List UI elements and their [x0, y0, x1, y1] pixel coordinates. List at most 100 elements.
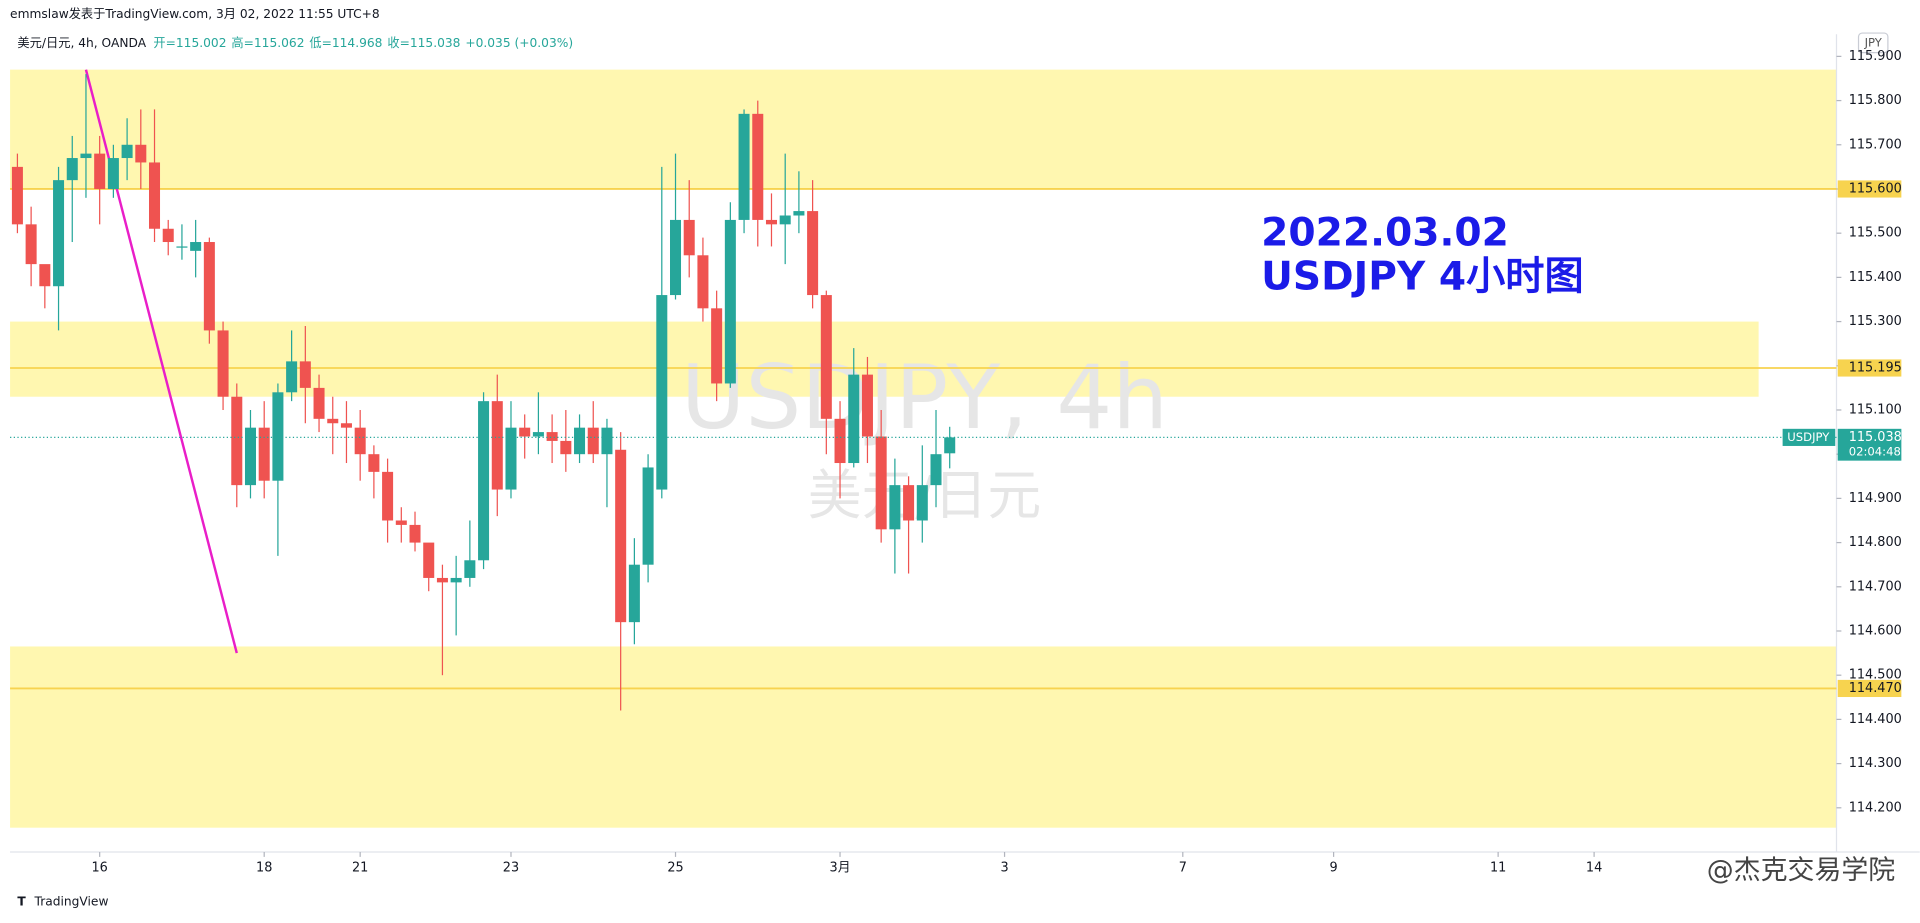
- candle-body: [560, 440, 572, 455]
- candle-body: [395, 520, 407, 525]
- candle-body: [313, 387, 325, 419]
- candle-body: [53, 180, 65, 287]
- candle-body: [711, 308, 723, 384]
- ohlc: 收=115.038: [387, 35, 460, 49]
- candle-body: [875, 436, 887, 530]
- candle-body: [779, 215, 791, 225]
- y-tick-label: 115.500: [1849, 226, 1902, 241]
- candle-body: [450, 577, 462, 583]
- y-tick-label: 114.500: [1849, 668, 1902, 683]
- candle-body: [738, 113, 750, 220]
- x-tick-label: 14: [1586, 860, 1602, 875]
- ohlc: 开=115.002: [153, 35, 226, 49]
- candle-body: [903, 485, 915, 521]
- candle-body: [642, 467, 654, 565]
- footer-logo: 𝗧: [17, 895, 26, 909]
- y-tick-label: 114.400: [1849, 712, 1902, 727]
- candle-body: [244, 427, 256, 486]
- candle-body: [916, 485, 928, 521]
- y-tick-label: 114.700: [1849, 579, 1902, 594]
- annotation: 2022.03.02: [1261, 211, 1509, 256]
- y-tick-label: 114.900: [1849, 491, 1902, 506]
- candle-body: [820, 295, 832, 419]
- y-tick-label: 114.800: [1849, 535, 1902, 550]
- x-tick-label: 9: [1330, 860, 1338, 875]
- candle-body: [793, 211, 805, 216]
- candle-body: [532, 432, 544, 437]
- candle-body: [423, 542, 435, 578]
- candle-body: [25, 224, 37, 265]
- candle-body: [368, 454, 380, 472]
- candle-body: [574, 427, 586, 455]
- candle-body: [765, 219, 777, 225]
- candle-body: [436, 577, 448, 583]
- candle-body: [670, 219, 682, 296]
- x-tick-label: 3月: [830, 860, 851, 875]
- zones: [10, 69, 1837, 828]
- y-tick-label: 115.800: [1849, 93, 1902, 108]
- candle-body: [272, 392, 284, 481]
- candle-body: [354, 427, 366, 455]
- level-label-box: [1837, 359, 1902, 377]
- level-label: 114.470: [1849, 681, 1902, 696]
- y-tick-label: 115.700: [1849, 137, 1902, 152]
- candle-body: [80, 153, 92, 159]
- x-tick-label: 3: [1000, 860, 1008, 875]
- candle-body: [135, 144, 147, 163]
- header: emmslaw发表于TradingView.com, 3月 02, 2022 1…: [10, 6, 380, 21]
- candle-body: [190, 242, 202, 251]
- candle-body: [683, 219, 695, 256]
- candle-body: [834, 418, 846, 464]
- symbol: 美元/日元, 4h, OANDA: [17, 35, 146, 49]
- candle-body: [176, 246, 188, 248]
- y-tick-label: 115.400: [1849, 270, 1902, 285]
- candle-body: [546, 432, 558, 441]
- candle-body: [848, 374, 860, 464]
- candle-body: [464, 560, 476, 578]
- candle-body: [587, 427, 599, 455]
- candle-body: [258, 427, 270, 481]
- x-tick-label: 16: [92, 860, 108, 875]
- candle-body: [697, 255, 709, 309]
- candle-body: [724, 219, 736, 384]
- candle-body: [491, 401, 503, 490]
- candle-body: [149, 162, 161, 229]
- candle-body: [162, 228, 174, 243]
- candle-body: [327, 418, 339, 424]
- watermark: USDJPY, 4h: [681, 346, 1168, 449]
- candle-body: [807, 211, 819, 296]
- candle-body: [752, 113, 764, 220]
- y-tick-label: 115.900: [1849, 49, 1902, 64]
- credit: @杰克交易学院: [1707, 855, 1896, 886]
- x-tick-label: 25: [667, 860, 683, 875]
- candle-body: [94, 153, 106, 189]
- candle-body: [930, 454, 942, 486]
- y-tick-label: 114.300: [1849, 756, 1902, 771]
- candle-body: [286, 361, 298, 393]
- footer: TradingView: [34, 895, 109, 909]
- x-tick-label: 21: [352, 860, 368, 875]
- ohlc: +0.035 (+0.03%): [465, 35, 573, 49]
- x-tick-label: 23: [503, 860, 519, 875]
- candle-body: [505, 427, 517, 490]
- candle-body: [478, 401, 490, 561]
- candle-body: [66, 158, 78, 181]
- currency-box[interactable]: [1857, 32, 1889, 54]
- y-tick-label: 115.300: [1849, 314, 1902, 329]
- candle-body: [889, 485, 901, 530]
- x-tick-label: 7: [1179, 860, 1187, 875]
- symbol-info: 美元/日元, 4h, OANDA 开=115.002 高=115.062 低=114.…: [17, 34, 573, 49]
- level-label-box: [1837, 679, 1902, 698]
- candle-body: [107, 158, 119, 189]
- x-tick-label: 18: [256, 860, 272, 875]
- candle-body: [519, 427, 531, 437]
- candle-body: [656, 295, 668, 490]
- level-label: 115.600: [1849, 181, 1902, 196]
- candle-body: [11, 166, 23, 225]
- zone: [10, 646, 1837, 828]
- candle-body: [382, 471, 394, 521]
- zone: [10, 69, 1837, 189]
- last-price-label: 115.038: [1849, 430, 1902, 445]
- currency[interactable]: JPY: [1864, 35, 1883, 49]
- y-tick-label: 115.100: [1849, 402, 1902, 417]
